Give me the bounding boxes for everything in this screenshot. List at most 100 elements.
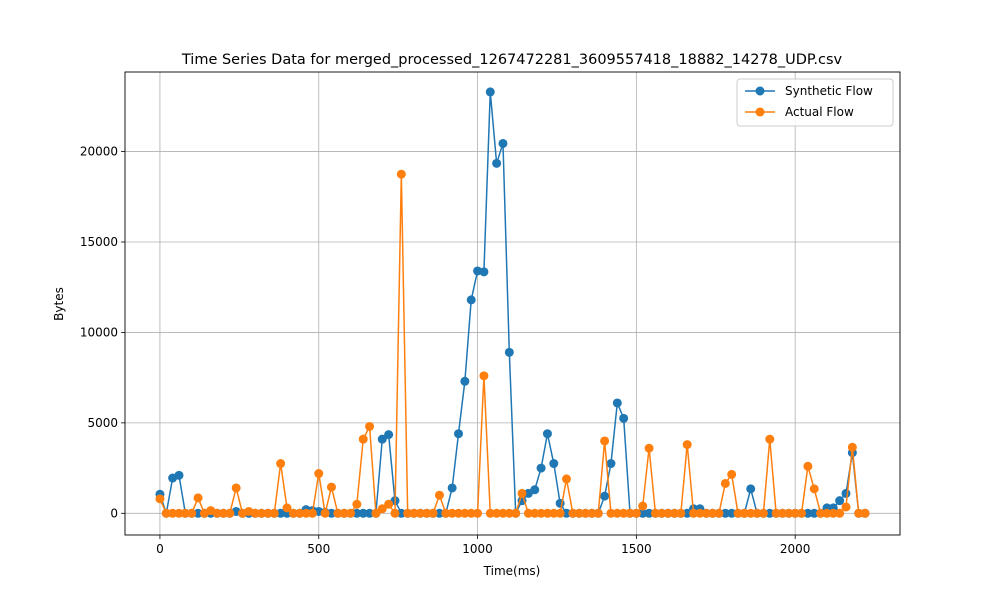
data-point-actual-flow <box>396 169 406 179</box>
data-point-synthetic-flow <box>193 508 203 518</box>
data-point-actual-flow <box>174 508 184 518</box>
data-point-synthetic-flow <box>803 508 813 518</box>
data-point-actual-flow <box>288 508 298 518</box>
data-point-actual-flow <box>193 493 203 503</box>
data-point-synthetic-flow <box>174 470 184 480</box>
chart-title: Time Series Data for merged_processed_12… <box>181 52 843 68</box>
data-point-actual-flow <box>784 508 794 518</box>
data-point-synthetic-flow <box>809 508 819 518</box>
data-point-actual-flow <box>263 508 273 518</box>
data-point-synthetic-flow <box>460 376 470 386</box>
data-point-actual-flow <box>669 508 679 518</box>
data-point-synthetic-flow <box>466 295 476 305</box>
data-point-actual-flow <box>460 508 470 518</box>
data-point-actual-flow <box>257 508 267 518</box>
data-point-synthetic-flow <box>606 459 616 469</box>
data-point-synthetic-flow <box>492 158 502 168</box>
data-point-actual-flow <box>720 478 730 488</box>
data-point-actual-flow <box>631 508 641 518</box>
data-point-actual-flow <box>581 508 591 518</box>
data-point-synthetic-flow <box>365 508 375 518</box>
data-point-synthetic-flow <box>276 508 286 518</box>
data-point-synthetic-flow <box>638 508 648 518</box>
plot-frame <box>124 71 901 536</box>
data-point-synthetic-flow <box>841 488 851 498</box>
x-tick-label: 0 <box>156 542 164 556</box>
data-point-actual-flow <box>422 508 432 518</box>
data-point-actual-flow <box>758 508 768 518</box>
data-point-actual-flow <box>161 508 171 518</box>
data-point-synthetic-flow <box>562 508 571 518</box>
data-point-synthetic-flow <box>530 485 540 495</box>
data-point-actual-flow <box>835 508 845 518</box>
x-tick-label: 1500 <box>621 542 652 556</box>
x-tick-label: 1000 <box>462 542 493 556</box>
data-point-actual-flow <box>777 508 787 518</box>
data-point-actual-flow <box>492 508 502 518</box>
data-point-actual-flow <box>339 508 349 518</box>
y-tick-label: 15000 <box>80 235 118 249</box>
data-point-synthetic-flow <box>504 347 514 357</box>
data-point-actual-flow <box>828 508 838 518</box>
data-point-synthetic-flow <box>454 429 463 439</box>
data-point-synthetic-flow <box>612 398 622 408</box>
data-point-actual-flow <box>352 499 362 509</box>
data-point-actual-flow <box>663 508 673 518</box>
data-point-actual-flow <box>530 508 540 518</box>
data-point-actual-flow <box>377 504 387 514</box>
data-point-actual-flow <box>218 508 228 518</box>
data-point-actual-flow <box>409 508 419 518</box>
data-point-actual-flow <box>320 508 330 518</box>
y-tick-label: 20000 <box>80 145 118 159</box>
data-point-actual-flow <box>295 508 305 518</box>
data-point-actual-flow <box>733 508 743 518</box>
data-point-actual-flow <box>225 508 235 518</box>
series-actual-flow <box>155 169 870 518</box>
data-point-actual-flow <box>593 508 603 518</box>
data-point-actual-flow <box>771 508 781 518</box>
data-point-actual-flow <box>746 508 756 518</box>
data-point-actual-flow <box>485 508 495 518</box>
data-point-actual-flow <box>307 508 317 518</box>
data-point-actual-flow <box>765 434 775 444</box>
data-point-actual-flow <box>415 508 425 518</box>
data-point-actual-flow <box>454 508 463 518</box>
data-point-actual-flow <box>625 508 635 518</box>
legend-marker-actual <box>755 107 765 117</box>
legend: Synthetic Flow Actual Flow <box>736 78 894 127</box>
data-point-synthetic-flow <box>600 491 610 501</box>
data-point-synthetic-flow <box>447 483 457 493</box>
data-point-actual-flow <box>447 508 457 518</box>
data-point-actual-flow <box>155 494 165 504</box>
data-point-synthetic-flow <box>377 434 387 444</box>
data-point-actual-flow <box>314 469 324 479</box>
legend-box <box>736 78 894 127</box>
data-point-actual-flow <box>644 443 654 453</box>
x-tick-label: 500 <box>307 542 330 556</box>
data-point-actual-flow <box>276 459 286 469</box>
data-point-actual-flow <box>562 474 571 484</box>
legend-label-actual: Actual Flow <box>785 105 854 119</box>
data-point-actual-flow <box>384 499 394 509</box>
data-point-actual-flow <box>816 508 826 518</box>
data-point-actual-flow <box>428 508 438 518</box>
data-point-actual-flow <box>358 434 368 444</box>
data-point-actual-flow <box>282 503 292 513</box>
data-point-actual-flow <box>752 508 762 518</box>
data-point-actual-flow <box>549 508 559 518</box>
data-point-synthetic-flow <box>326 508 336 518</box>
data-point-actual-flow <box>797 508 807 518</box>
data-point-actual-flow <box>822 508 832 518</box>
data-point-actual-flow <box>441 508 451 518</box>
data-point-actual-flow <box>517 488 527 498</box>
data-point-actual-flow <box>473 508 483 518</box>
data-point-actual-flow <box>168 508 178 518</box>
data-point-actual-flow <box>714 508 724 518</box>
data-point-actual-flow <box>803 461 813 471</box>
data-point-synthetic-flow <box>682 508 692 518</box>
data-point-actual-flow <box>790 508 800 518</box>
y-tick-label: 0 <box>110 506 118 520</box>
data-point-actual-flow <box>854 508 864 518</box>
data-point-actual-flow <box>638 501 648 511</box>
